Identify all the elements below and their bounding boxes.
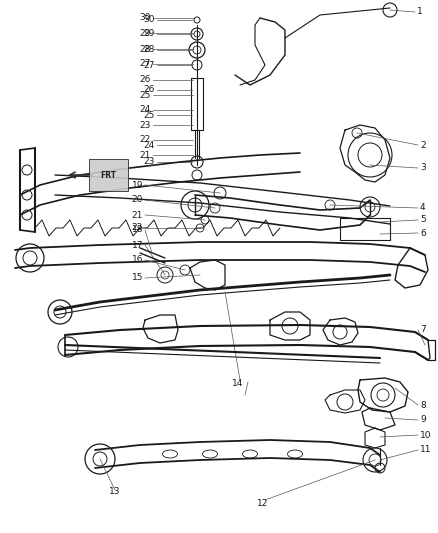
Text: 28: 28	[144, 45, 155, 54]
Text: 12: 12	[257, 498, 268, 507]
Text: 11: 11	[420, 446, 431, 455]
Text: 8: 8	[420, 400, 426, 409]
Text: 30: 30	[144, 15, 155, 25]
Text: 4: 4	[420, 204, 426, 213]
Text: 22: 22	[132, 223, 143, 232]
Text: 15: 15	[131, 273, 143, 282]
Text: 19: 19	[131, 181, 143, 190]
Text: 20: 20	[132, 196, 143, 205]
Text: 27: 27	[144, 61, 155, 69]
Text: 29: 29	[140, 28, 151, 37]
Text: 9: 9	[420, 416, 426, 424]
Text: 28: 28	[140, 44, 151, 53]
Text: 23: 23	[140, 120, 151, 130]
Text: 21: 21	[132, 211, 143, 220]
Text: 7: 7	[420, 326, 426, 335]
Text: 24: 24	[144, 141, 155, 149]
Text: 6: 6	[420, 229, 426, 238]
Text: 27: 27	[140, 60, 151, 69]
Text: 29: 29	[144, 29, 155, 38]
Text: 25: 25	[140, 91, 151, 100]
Text: 23: 23	[144, 157, 155, 166]
Text: 3: 3	[420, 164, 426, 173]
Text: 16: 16	[131, 255, 143, 264]
Text: 18: 18	[131, 225, 143, 235]
Text: 2: 2	[420, 141, 426, 149]
Text: 22: 22	[140, 135, 151, 144]
Text: 24: 24	[140, 106, 151, 115]
Text: 13: 13	[109, 488, 121, 497]
Text: 26: 26	[140, 76, 151, 85]
Text: 25: 25	[144, 110, 155, 119]
Text: 5: 5	[420, 215, 426, 224]
Text: 21: 21	[140, 150, 151, 159]
Text: 26: 26	[144, 85, 155, 94]
Text: 14: 14	[232, 378, 244, 387]
Text: 1: 1	[417, 7, 423, 17]
Text: 10: 10	[420, 431, 431, 440]
Text: 30: 30	[139, 13, 151, 22]
Text: 17: 17	[131, 240, 143, 249]
Text: FRT: FRT	[100, 171, 116, 180]
